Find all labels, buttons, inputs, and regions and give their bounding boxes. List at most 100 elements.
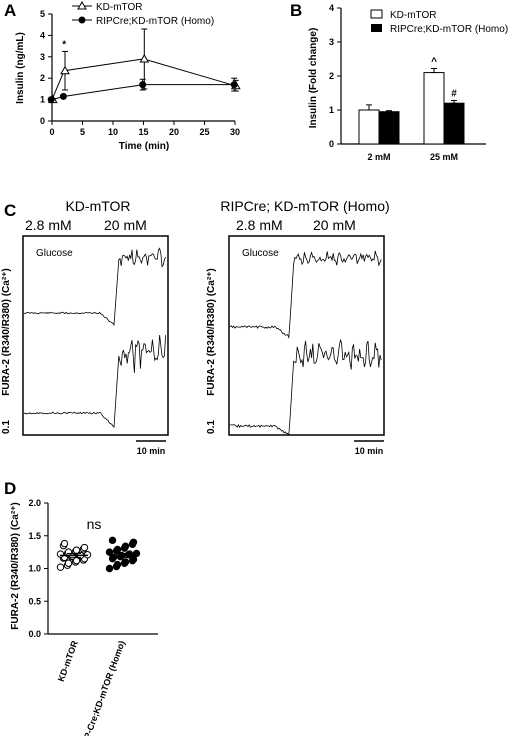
d-point [72, 546, 81, 554]
d-point [108, 536, 117, 545]
c-trace-2-conc-high: 20 mM [313, 217, 356, 233]
d-x-tick-label-2: RIP-Cre;KD-mTOR (Homo) [79, 639, 127, 736]
panel-label-b: B [290, 1, 302, 20]
c-trace-2-upper-trace [229, 250, 382, 339]
a-point-ripcre [230, 81, 238, 89]
d-point [121, 558, 130, 566]
b-y-tick-label: 3 [329, 37, 334, 47]
c-trace-1-title: KD-mTOR [65, 198, 130, 214]
a-annotation-star: * [62, 39, 66, 50]
c-trace-1-lower-trace [23, 335, 166, 428]
a-legend-marker-1 [77, 0, 87, 10]
c-trace-1-glucose-label: Glucose [36, 248, 73, 259]
d-y-tick-label: 2.0 [28, 498, 41, 508]
a-point-ripcre [139, 81, 147, 89]
panel-label-d: D [4, 479, 16, 498]
panel-c-trace-1: KD-mTOR 2.8 mM 20 mM Glucose 0.1 FURA-2 … [1, 198, 169, 456]
a-y-tick-label: 0 [40, 116, 45, 126]
c-trace-2-y-label: FURA-2 (R340/R380) (Ca²⁺) [206, 268, 217, 396]
b-x-tick-label: 25 mM [430, 152, 458, 162]
a-x-tick-label: 20 [169, 127, 179, 137]
d-x-tick-label-1: KD-mTOR [56, 639, 80, 683]
panel-a-chart: 0 1 2 3 4 5 0 5 10 15 20 25 30 * Insulin (ng/mL) Ti… [15, 0, 241, 152]
c-trace-2-title: RIPCre; KD-mTOR (Homo) [220, 198, 389, 214]
d-y-tick-label: 0.0 [28, 629, 41, 639]
b-bar [423, 72, 445, 145]
b-y-tick-label: 4 [329, 3, 334, 13]
c-trace-1-scale-x: 10 min [137, 446, 166, 456]
a-y-tick-label: 3 [40, 52, 45, 62]
c-trace-1-y-label: FURA-2 (R340/R380) (Ca²⁺) [1, 268, 12, 396]
c-trace-2-scale-x: 10 min [355, 446, 384, 456]
c-trace-1-scale-y: 0.1 [1, 420, 12, 434]
d-point [56, 563, 65, 571]
a-y-axis-label: Insulin (ng/mL) [15, 32, 26, 104]
a-x-tick-label: 5 [80, 127, 85, 137]
c-trace-2-glucose-label: Glucose [242, 248, 279, 259]
panel-label-a: A [4, 1, 16, 20]
c-trace-1-upper-trace [23, 247, 166, 327]
a-point-ripcre [47, 96, 55, 104]
a-x-tick-label: 25 [199, 127, 209, 137]
a-legend: KD-mTOR RIPCre;KD-mTOR (Homo) [72, 0, 214, 27]
d-point [80, 543, 89, 552]
b-annotation: ^ [431, 57, 437, 68]
a-point-kd-mtor [60, 65, 70, 75]
a-legend-label-1: KD-mTOR [96, 2, 142, 13]
a-series-2-line [51, 84, 235, 101]
a-series-1-line [51, 58, 236, 100]
d-point [129, 538, 138, 546]
c-trace-2-lower-trace [230, 338, 382, 437]
a-x-tick-label: 10 [108, 127, 118, 137]
b-bar [378, 111, 400, 145]
c-trace-1-frame [22, 235, 169, 436]
a-y-tick-label: 2 [40, 73, 45, 83]
d-point [64, 548, 73, 556]
panel-d-chart: 0.0 0.5 1.0 1.5 2.0 FURA-2 (R340/R380) (Ca²⁺… [10, 498, 158, 736]
d-point [113, 560, 122, 569]
d-point [125, 550, 134, 558]
b-x-tick-label: 2 mM [367, 152, 390, 162]
a-y-tick-label: 4 [40, 30, 45, 40]
c-trace-2-scale-y: 0.1 [206, 420, 217, 434]
a-point-kd-mtor [139, 53, 150, 63]
c-trace-1-conc-low: 2.8 mM [25, 217, 72, 233]
b-annotation: # [451, 88, 457, 99]
d-ns-annotation: ns [87, 516, 102, 532]
a-x-axis-label: Time (min) [119, 141, 169, 152]
a-x-tick-label: 0 [49, 127, 54, 137]
b-legend-swatch-2 [371, 24, 382, 32]
c-trace-2-frame [228, 235, 385, 436]
b-y-tick-label: 0 [329, 139, 334, 149]
b-bar [358, 109, 380, 145]
b-y-tick-label: 1 [329, 105, 334, 115]
d-point [64, 559, 73, 567]
a-legend-label-2: RIPCre;KD-mTOR (Homo) [96, 16, 214, 27]
d-y-axis-label: FURA-2 (R340/R380) (Ca²⁺) [10, 502, 21, 630]
d-point [56, 550, 65, 558]
d-y-tick-label: 1.0 [28, 564, 41, 574]
b-legend-swatch-1 [370, 9, 383, 19]
a-x-tick-label: 15 [138, 127, 148, 137]
d-y-tick-label: 1.5 [28, 531, 41, 541]
panel-c-trace-2: RIPCre; KD-mTOR (Homo) 2.8 mM 20 mM Gluc… [206, 198, 390, 456]
a-legend-marker-2 [78, 16, 86, 24]
d-point [60, 539, 69, 548]
b-y-axis-label: Insulin (Fold change) [308, 28, 319, 129]
b-bar [443, 102, 465, 145]
a-x-tick-label: 30 [230, 127, 240, 137]
d-y-tick-label: 0.5 [28, 596, 41, 606]
b-legend: KD-mTOR RIPCre;KD-mTOR (Homo) [370, 9, 508, 35]
panel-label-c: C [4, 201, 16, 220]
d-point [121, 542, 130, 550]
d-point [105, 564, 114, 573]
a-y-tick-label: 5 [40, 9, 45, 19]
d-point [105, 548, 114, 556]
a-y-tick-label: 1 [40, 95, 45, 105]
b-legend-label-1: KD-mTOR [390, 10, 436, 21]
d-point [113, 545, 122, 554]
b-y-tick-label: 2 [329, 71, 334, 81]
a-point-ripcre [59, 92, 67, 100]
